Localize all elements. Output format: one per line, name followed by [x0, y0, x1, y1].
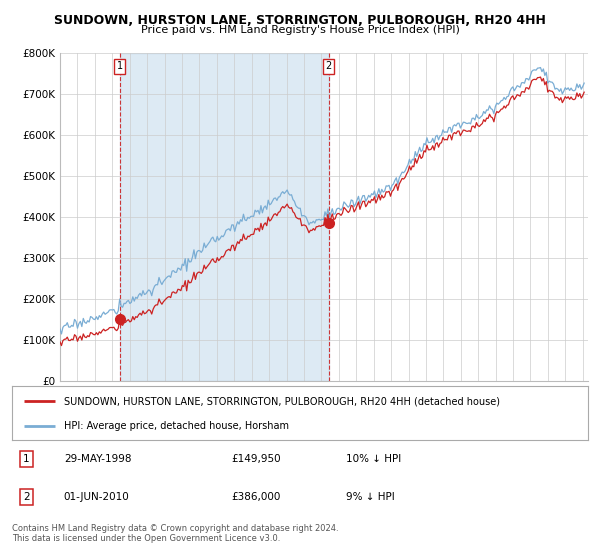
Text: Contains HM Land Registry data © Crown copyright and database right 2024.
This d: Contains HM Land Registry data © Crown c… [12, 524, 338, 543]
Text: Price paid vs. HM Land Registry's House Price Index (HPI): Price paid vs. HM Land Registry's House … [140, 25, 460, 35]
Text: 1: 1 [23, 454, 30, 464]
Text: 2: 2 [326, 61, 332, 71]
Text: £386,000: £386,000 [231, 492, 280, 502]
Text: SUNDOWN, HURSTON LANE, STORRINGTON, PULBOROUGH, RH20 4HH: SUNDOWN, HURSTON LANE, STORRINGTON, PULB… [54, 14, 546, 27]
Text: £149,950: £149,950 [231, 454, 281, 464]
Text: 10% ↓ HPI: 10% ↓ HPI [346, 454, 401, 464]
Text: 29-MAY-1998: 29-MAY-1998 [64, 454, 131, 464]
Bar [119, 53, 329, 381]
Text: 01-JUN-2010: 01-JUN-2010 [64, 492, 130, 502]
Text: 1: 1 [116, 61, 122, 71]
Text: HPI: Average price, detached house, Horsham: HPI: Average price, detached house, Hors… [64, 421, 289, 431]
Text: 2: 2 [23, 492, 30, 502]
Text: SUNDOWN, HURSTON LANE, STORRINGTON, PULBOROUGH, RH20 4HH (detached house): SUNDOWN, HURSTON LANE, STORRINGTON, PULB… [64, 396, 500, 407]
Text: 9% ↓ HPI: 9% ↓ HPI [346, 492, 395, 502]
